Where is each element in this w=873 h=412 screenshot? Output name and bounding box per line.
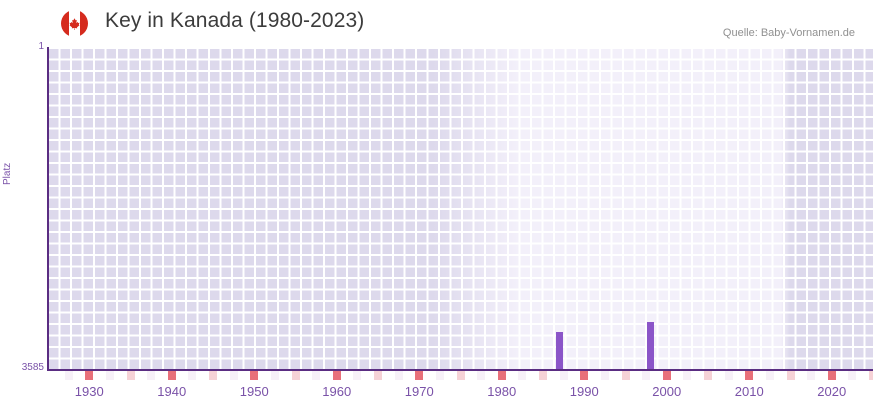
x-tick-mark [270, 371, 279, 380]
x-tick-mark [827, 371, 836, 380]
y-axis-tick-bottom: 3585 [21, 362, 44, 373]
x-tick-mark [765, 371, 774, 380]
plot-gridlines [48, 47, 873, 370]
x-tick-mark [353, 371, 362, 380]
x-tick-mark [745, 371, 754, 380]
x-tick-mark [580, 371, 589, 380]
flag-right-band [80, 10, 88, 37]
page-title: Key in Kanada (1980-2023) [105, 9, 365, 32]
x-tick-mark [559, 371, 568, 380]
x-axis-label-1940: 1940 [157, 384, 187, 399]
chart-header: Key in Kanada (1980-2023) Quelle: Baby-V… [0, 0, 873, 46]
x-tick-mark [807, 371, 816, 380]
x-tick-mark [621, 371, 630, 380]
x-tick-mark [374, 371, 382, 380]
x-tick-mark [848, 371, 857, 380]
x-tick-mark [147, 371, 156, 380]
x-tick-mark [188, 371, 197, 380]
x-tick-mark [869, 371, 873, 380]
x-tick-mark [85, 371, 94, 380]
maple-leaf-icon [61, 10, 88, 37]
x-axis-label-1990: 1990 [569, 384, 599, 399]
x-tick-mark [704, 371, 712, 380]
x-tick-mark [497, 371, 506, 380]
x-tick-mark [250, 371, 259, 380]
x-axis-label-1930: 1930 [74, 384, 104, 399]
x-tick-mark [291, 371, 300, 380]
x-tick-mark [229, 371, 238, 380]
x-axis-label-1960: 1960 [322, 384, 352, 399]
x-tick-mark [662, 371, 671, 380]
x-tick-mark [167, 371, 176, 380]
x-tick-mark [539, 371, 547, 380]
x-tick-mark [642, 371, 651, 380]
flag-left-band [61, 10, 69, 37]
x-tick-mark [105, 371, 114, 380]
bar-1998[interactable] [646, 322, 654, 370]
x-tick-mark [683, 371, 692, 380]
x-tick-mark [209, 371, 217, 380]
x-axis-label-1950: 1950 [239, 384, 269, 399]
x-tick-mark [312, 371, 321, 380]
x-axis-line [47, 369, 873, 371]
y-axis-tick-top: 1 [38, 41, 44, 52]
x-axis-label-1970: 1970 [404, 384, 434, 399]
bar-1987[interactable] [556, 332, 563, 370]
x-tick-mark [394, 371, 403, 380]
x-tick-mark [786, 371, 795, 380]
x-tick-mark [518, 371, 527, 380]
x-tick-mark [724, 371, 733, 380]
source-note: Quelle: Baby-Vornamen.de [722, 27, 855, 39]
x-tick-mark [64, 371, 73, 380]
x-tick-mark [126, 371, 135, 380]
y-axis-title: Platz [2, 162, 13, 185]
x-tick-mark [435, 371, 444, 380]
x-axis-label-1980: 1980 [487, 384, 517, 399]
y-axis-line [47, 47, 49, 371]
x-tick-mark [600, 371, 609, 380]
x-axis-label-2010: 2010 [734, 384, 764, 399]
x-tick-mark [332, 371, 341, 380]
x-tick-mark [477, 371, 486, 380]
x-axis-label-2020: 2020 [817, 384, 847, 399]
x-tick-mark [456, 371, 465, 380]
x-axis-label-2000: 2000 [652, 384, 682, 399]
x-tick-mark [415, 371, 424, 380]
canada-flag-icon [61, 10, 88, 37]
plot-area [48, 47, 873, 370]
